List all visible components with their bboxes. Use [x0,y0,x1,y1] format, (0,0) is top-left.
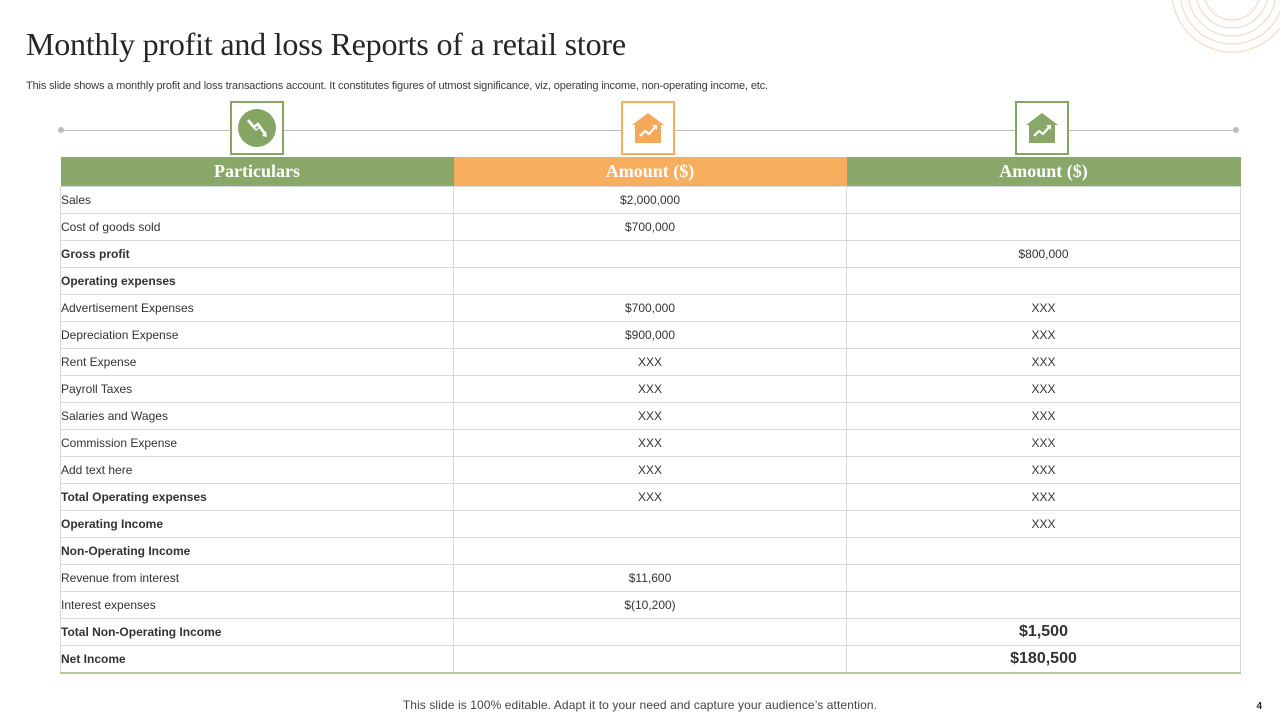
house-growth-icon-box-orange [621,101,675,155]
amount-col-1: XXX [453,375,847,403]
table-row: Interest expenses $(10,200) [60,591,1241,619]
table-row: Revenue from interest $11,600 [60,564,1241,592]
table-row: Payroll Taxes XXX XXX [60,375,1241,403]
row-label: Operating expenses [60,267,454,295]
row-label: Salaries and Wages [60,402,454,430]
row-label: Sales [60,186,454,214]
amount-col-2: $180,500 [846,645,1241,674]
table-row: Add text here XXX XXX [60,456,1241,484]
profit-loss-table: Particulars Amount ($) Amount ($) Sales $… [60,157,1241,674]
table-row: Total Operating expenses XXX XXX [60,483,1241,511]
amount-col-1 [453,645,847,674]
trend-down-icon-box [230,101,284,155]
row-label: Gross profit [60,240,454,268]
row-label: Revenue from interest [60,564,454,592]
table-row: Salaries and Wages XXX XXX [60,402,1241,430]
amount-col-2: XXX [846,348,1241,376]
table-row: Cost of goods sold $700,000 [60,213,1241,241]
amount-col-1: XXX [453,402,847,430]
row-label: Add text here [60,456,454,484]
table-header-row: Particulars Amount ($) Amount ($) [60,157,1241,187]
table-row: Sales $2,000,000 [60,186,1241,214]
amount-col-2: XXX [846,321,1241,349]
table-row: Advertisement Expenses $700,000 XXX [60,294,1241,322]
amount-col-1 [453,267,847,295]
table-row: Operating Income XXX [60,510,1241,538]
row-label: Interest expenses [60,591,454,619]
amount-col-2: XXX [846,456,1241,484]
house-growth-icon [632,113,664,143]
row-label: Depreciation Expense [60,321,454,349]
amount-col-1: XXX [453,483,847,511]
amount-col-2: XXX [846,429,1241,457]
amount-col-2: XXX [846,375,1241,403]
amount-col-1: $2,000,000 [453,186,847,214]
amount-col-1 [453,618,847,646]
amount-col-1 [453,510,847,538]
header-amount-1: Amount ($) [453,157,847,187]
table-row: Non-Operating Income [60,537,1241,565]
amount-col-2 [846,186,1241,214]
concentric-arcs-decoration [1171,0,1280,53]
connector-dot-right [1233,127,1239,133]
amount-col-1: $700,000 [453,213,847,241]
table-row: Depreciation Expense $900,000 XXX [60,321,1241,349]
page-number: 4 [1256,701,1262,712]
table-row: Total Non-Operating Income $1,500 [60,618,1241,646]
amount-col-2: XXX [846,402,1241,430]
connector-dot-left [58,127,64,133]
amount-col-1: $700,000 [453,294,847,322]
trend-down-icon [238,109,276,147]
amount-col-1: $900,000 [453,321,847,349]
table-row: Net Income $180,500 [60,645,1241,674]
amount-col-2: XXX [846,483,1241,511]
amount-col-2: XXX [846,510,1241,538]
amount-col-2: XXX [846,294,1241,322]
table-row: Gross profit $800,000 [60,240,1241,268]
amount-col-1: $11,600 [453,564,847,592]
row-label: Commission Expense [60,429,454,457]
amount-col-2 [846,267,1241,295]
row-label: Non-Operating Income [60,537,454,565]
amount-col-1: XXX [453,456,847,484]
row-label: Total Non-Operating Income [60,618,454,646]
table-row: Operating expenses [60,267,1241,295]
amount-col-2: $800,000 [846,240,1241,268]
row-label: Total Operating expenses [60,483,454,511]
amount-col-1 [453,240,847,268]
row-label: Cost of goods sold [60,213,454,241]
header-amount-2: Amount ($) [846,157,1241,187]
amount-col-1: $(10,200) [453,591,847,619]
row-label: Operating Income [60,510,454,538]
amount-col-2 [846,213,1241,241]
amount-col-2: $1,500 [846,618,1241,646]
slide-subtitle: This slide shows a monthly profit and lo… [26,80,768,92]
table-row: Rent Expense XXX XXX [60,348,1241,376]
house-growth-icon-box-green [1015,101,1069,155]
amount-col-1: XXX [453,348,847,376]
row-label: Payroll Taxes [60,375,454,403]
amount-col-1 [453,537,847,565]
footer-note: This slide is 100% editable. Adapt it to… [402,698,878,712]
table-row: Commission Expense XXX XXX [60,429,1241,457]
header-particulars: Particulars [60,157,454,187]
amount-col-2 [846,564,1241,592]
amount-col-2 [846,591,1241,619]
row-label: Net Income [60,645,454,674]
amount-col-2 [846,537,1241,565]
row-label: Rent Expense [60,348,454,376]
house-growth-icon [1026,113,1058,143]
amount-col-1: XXX [453,429,847,457]
slide-title: Monthly profit and loss Reports of a ret… [26,26,626,62]
row-label: Advertisement Expenses [60,294,454,322]
